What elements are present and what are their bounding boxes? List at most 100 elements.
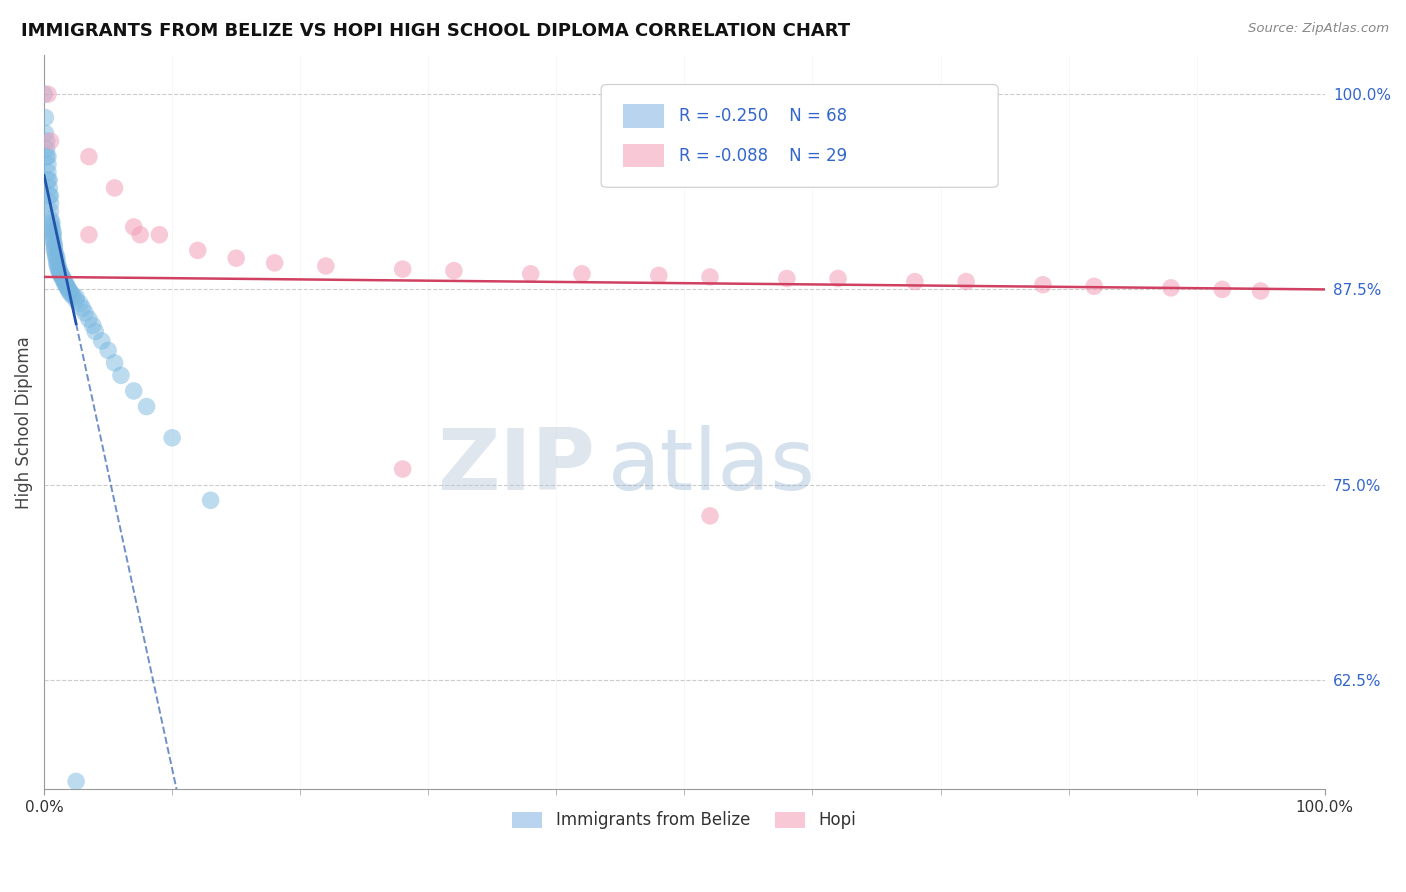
Point — [39, 212, 62, 227]
Point — [45, 254, 67, 268]
Point — [904, 275, 927, 289]
Point — [41, 219, 63, 233]
Point — [391, 462, 413, 476]
Point — [45, 246, 67, 260]
Point — [53, 275, 76, 289]
Point — [44, 244, 66, 258]
Point — [200, 493, 222, 508]
Point — [48, 263, 70, 277]
Point — [129, 227, 152, 242]
Point — [56, 281, 79, 295]
Point — [263, 256, 285, 270]
Point — [122, 219, 145, 234]
Point — [160, 431, 183, 445]
Legend: Immigrants from Belize, Hopi: Immigrants from Belize, Hopi — [506, 805, 863, 836]
Point — [827, 271, 849, 285]
Point — [44, 237, 66, 252]
Point — [148, 227, 170, 242]
Point — [1211, 282, 1233, 296]
Point — [955, 275, 977, 289]
Point — [65, 290, 87, 304]
FancyBboxPatch shape — [623, 144, 664, 168]
Point — [42, 234, 65, 248]
Text: atlas: atlas — [607, 425, 815, 508]
Text: IMMIGRANTS FROM BELIZE VS HOPI HIGH SCHOOL DIPLOMA CORRELATION CHART: IMMIGRANTS FROM BELIZE VS HOPI HIGH SCHO… — [21, 22, 851, 40]
Point — [84, 325, 107, 339]
Point — [49, 267, 72, 281]
Point — [1032, 277, 1054, 292]
Point — [648, 268, 671, 283]
Point — [699, 508, 721, 523]
Point — [1250, 284, 1272, 298]
Point — [65, 293, 87, 308]
Point — [39, 188, 62, 202]
Point — [56, 279, 79, 293]
Point — [1160, 281, 1182, 295]
Point — [38, 181, 60, 195]
Point — [65, 774, 87, 789]
Point — [1083, 279, 1105, 293]
Point — [45, 257, 67, 271]
Point — [77, 312, 100, 326]
Point — [35, 142, 58, 156]
Point — [135, 400, 157, 414]
Point — [51, 269, 73, 284]
Point — [49, 268, 72, 283]
Point — [41, 215, 63, 229]
Point — [37, 150, 59, 164]
Point — [55, 277, 77, 292]
Point — [41, 221, 63, 235]
Text: Source: ZipAtlas.com: Source: ZipAtlas.com — [1249, 22, 1389, 36]
Y-axis label: High School Diploma: High School Diploma — [15, 335, 32, 508]
Point — [77, 227, 100, 242]
Point — [443, 263, 465, 277]
Point — [571, 267, 593, 281]
Point — [39, 134, 62, 148]
Point — [519, 267, 541, 281]
Point — [75, 306, 97, 320]
Point — [48, 265, 70, 279]
Point — [46, 262, 69, 277]
Point — [97, 343, 120, 358]
Point — [46, 259, 69, 273]
Point — [32, 87, 55, 102]
Point — [45, 250, 67, 264]
Point — [44, 240, 66, 254]
Point — [103, 181, 125, 195]
Point — [38, 188, 60, 202]
Point — [72, 301, 94, 315]
Point — [52, 273, 75, 287]
Point — [39, 204, 62, 219]
FancyBboxPatch shape — [602, 85, 998, 187]
Point — [776, 271, 799, 285]
Point — [45, 251, 67, 265]
Point — [37, 165, 59, 179]
Point — [37, 87, 59, 102]
Point — [42, 227, 65, 242]
Point — [60, 288, 83, 302]
Point — [103, 356, 125, 370]
Point — [699, 269, 721, 284]
Text: R = -0.088    N = 29: R = -0.088 N = 29 — [679, 146, 848, 165]
Point — [34, 126, 56, 140]
Point — [122, 384, 145, 398]
Point — [34, 111, 56, 125]
Point — [37, 157, 59, 171]
Point — [187, 244, 209, 258]
Point — [69, 296, 91, 310]
Point — [58, 282, 80, 296]
Point — [42, 225, 65, 239]
Point — [53, 276, 76, 290]
Point — [59, 284, 82, 298]
Point — [110, 368, 132, 383]
Point — [59, 285, 82, 300]
Point — [38, 173, 60, 187]
Point — [52, 271, 75, 285]
Point — [35, 150, 58, 164]
Point — [225, 251, 247, 265]
Point — [39, 196, 62, 211]
FancyBboxPatch shape — [623, 104, 664, 128]
Point — [315, 259, 337, 273]
Point — [391, 262, 413, 277]
Text: ZIP: ZIP — [437, 425, 595, 508]
